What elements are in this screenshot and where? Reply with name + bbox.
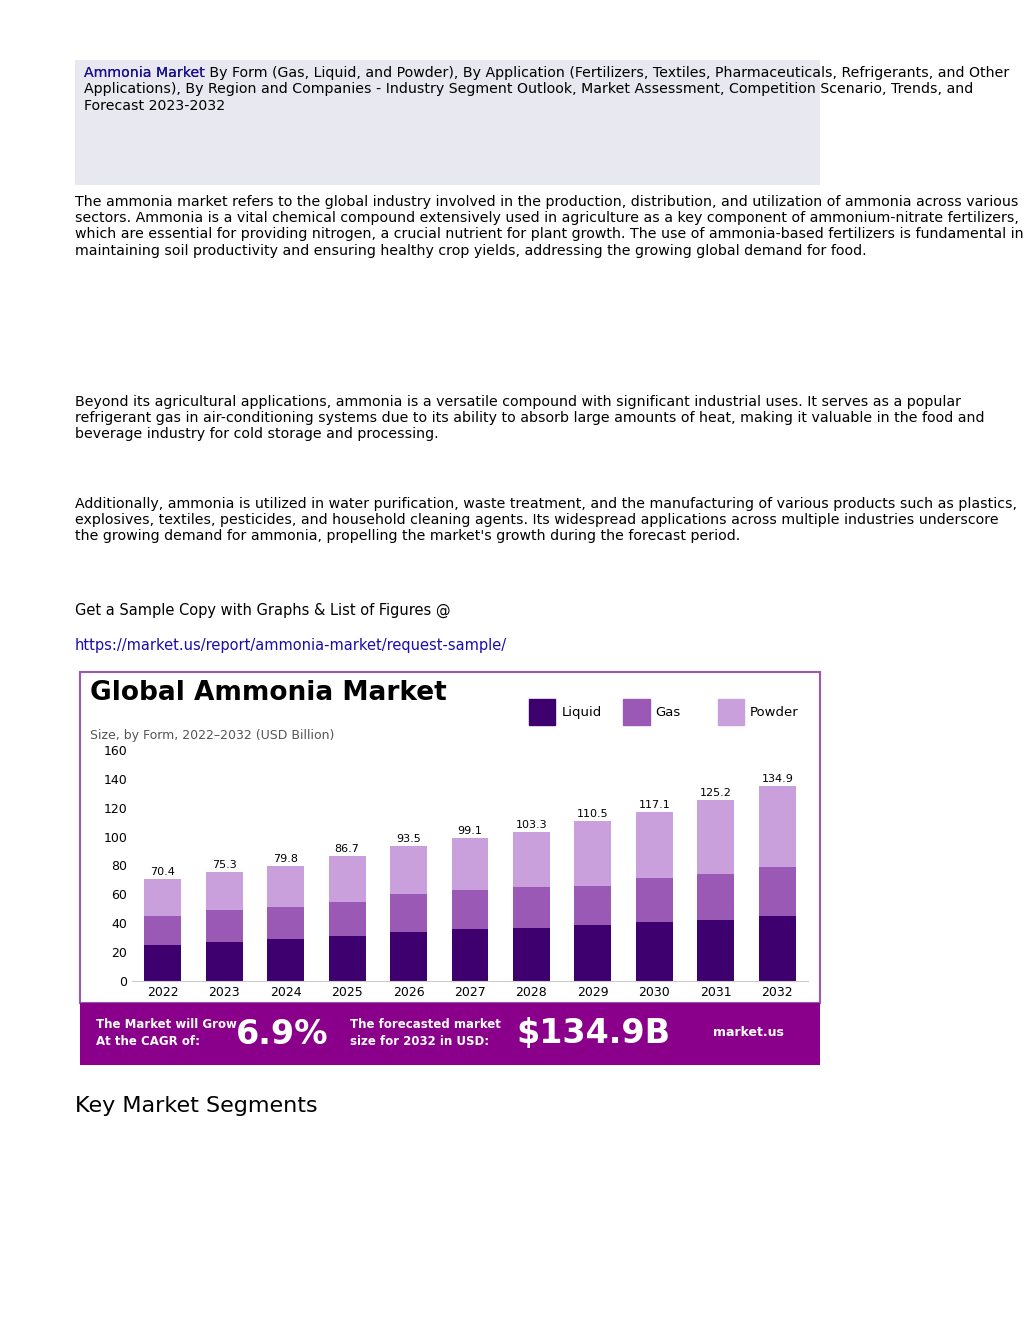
Bar <box>390 931 427 980</box>
Bar <box>697 874 734 921</box>
Text: 99.1: 99.1 <box>458 825 482 836</box>
Text: 70.4: 70.4 <box>151 867 175 877</box>
Text: Key Market Segments: Key Market Segments <box>75 1097 317 1117</box>
Bar <box>759 786 796 867</box>
Bar <box>206 910 243 942</box>
Text: Get a Sample Copy with Graphs & List of Figures @: Get a Sample Copy with Graphs & List of … <box>75 603 451 619</box>
Bar <box>144 880 181 916</box>
Text: Powder: Powder <box>751 706 799 719</box>
Text: The ammonia market refers to the global industry involved in the production, dis: The ammonia market refers to the global … <box>75 195 1024 257</box>
Bar <box>574 925 611 980</box>
Text: 117.1: 117.1 <box>639 800 671 810</box>
Bar <box>528 700 555 725</box>
Text: Gas: Gas <box>655 706 681 719</box>
Text: 79.8: 79.8 <box>273 853 298 864</box>
Bar <box>452 837 488 890</box>
Bar <box>636 812 673 878</box>
Bar <box>144 916 181 945</box>
Text: The Market will Grow
At the CAGR of:: The Market will Grow At the CAGR of: <box>96 1018 238 1048</box>
Bar <box>759 916 796 980</box>
Text: 93.5: 93.5 <box>396 833 421 844</box>
Text: Ammonia Market: Ammonia Market <box>84 66 205 81</box>
Bar <box>697 800 734 874</box>
Bar <box>144 945 181 980</box>
Bar <box>636 878 673 922</box>
Text: 75.3: 75.3 <box>212 860 237 871</box>
Bar <box>329 901 366 937</box>
Bar <box>574 886 611 925</box>
Bar <box>513 927 550 980</box>
Text: Additionally, ammonia is utilized in water purification, waste treatment, and th: Additionally, ammonia is utilized in wat… <box>75 497 1017 543</box>
Bar <box>390 845 427 894</box>
Bar <box>574 822 611 886</box>
Bar <box>329 856 366 901</box>
Text: 86.7: 86.7 <box>335 844 359 853</box>
Text: 110.5: 110.5 <box>578 810 608 819</box>
Bar <box>513 832 550 888</box>
Bar <box>329 937 366 980</box>
Bar <box>452 929 488 980</box>
Text: Ammonia Market By Form (Gas, Liquid, and Powder), By Application (Fertilizers, T: Ammonia Market By Form (Gas, Liquid, and… <box>84 66 1010 113</box>
Bar <box>513 888 550 927</box>
Bar <box>697 921 734 980</box>
Bar <box>624 700 650 725</box>
Bar <box>759 867 796 916</box>
Bar <box>267 939 304 980</box>
Text: 6.9%: 6.9% <box>236 1018 328 1051</box>
Bar <box>718 700 744 725</box>
Bar <box>636 922 673 980</box>
Bar <box>267 908 304 939</box>
Text: Size, by Form, 2022–2032 (USD Billion): Size, by Form, 2022–2032 (USD Billion) <box>90 729 335 742</box>
Text: market.us: market.us <box>713 1027 783 1039</box>
Text: Global Ammonia Market: Global Ammonia Market <box>90 680 446 706</box>
Bar <box>206 872 243 910</box>
Text: 125.2: 125.2 <box>699 788 732 798</box>
Text: The forecasted market
size for 2032 in USD:: The forecasted market size for 2032 in U… <box>350 1018 501 1048</box>
Text: $134.9B: $134.9B <box>516 1018 671 1051</box>
Bar <box>452 890 488 929</box>
Bar <box>390 894 427 931</box>
Bar <box>206 942 243 980</box>
Text: Beyond its agricultural applications, ammonia is a versatile compound with signi: Beyond its agricultural applications, am… <box>75 395 984 441</box>
Text: 103.3: 103.3 <box>516 820 547 829</box>
Bar <box>267 865 304 908</box>
Text: 134.9: 134.9 <box>761 774 794 784</box>
Text: https://market.us/report/ammonia-market/request-sample/: https://market.us/report/ammonia-market/… <box>75 637 507 653</box>
Text: Liquid: Liquid <box>561 706 601 719</box>
